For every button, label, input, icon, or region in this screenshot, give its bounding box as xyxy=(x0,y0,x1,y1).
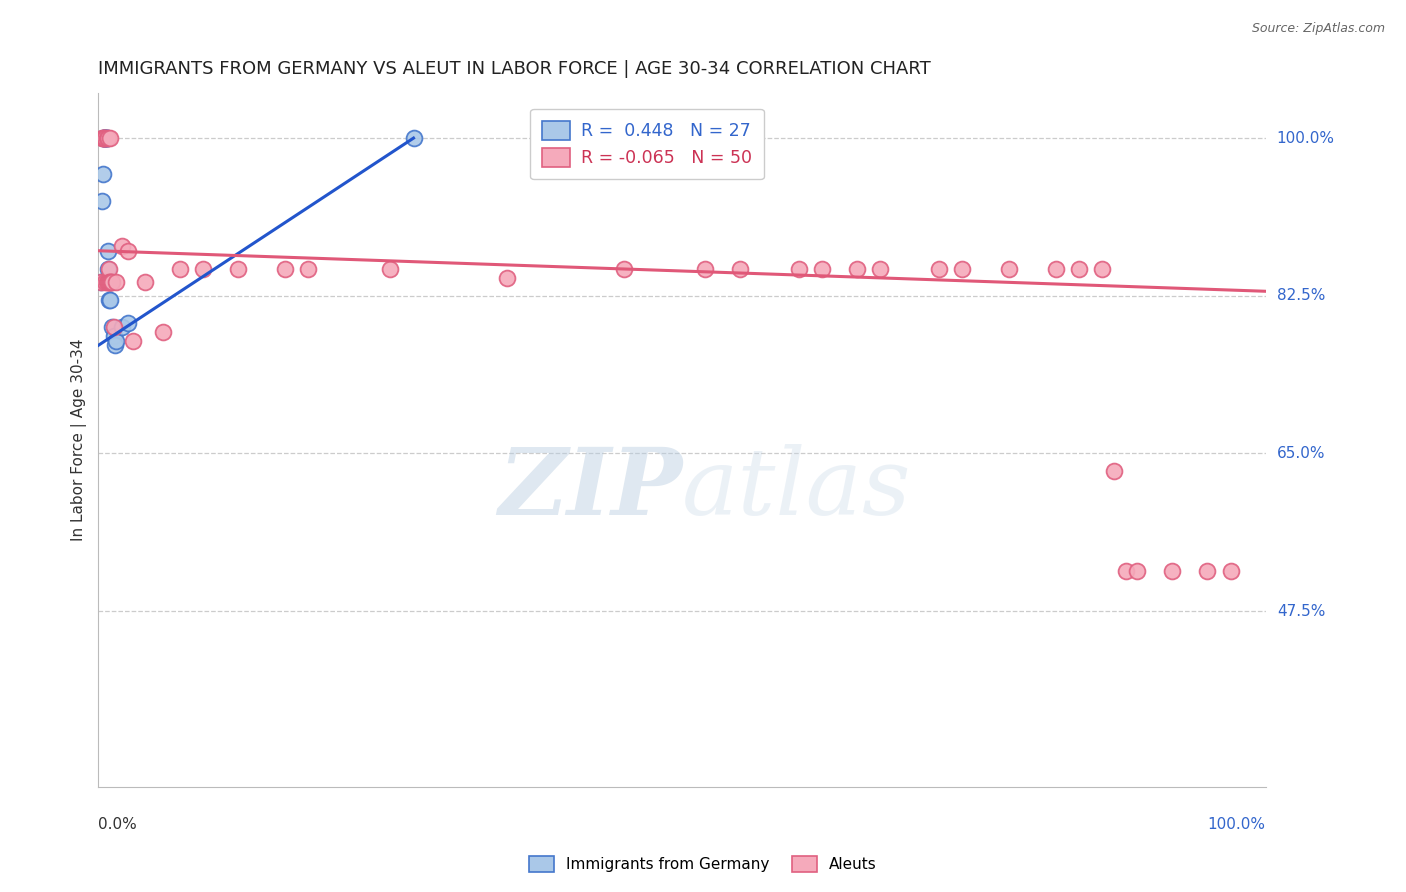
Point xyxy=(730,261,752,276)
Text: 100.0%: 100.0% xyxy=(1277,130,1334,145)
Point xyxy=(91,131,114,145)
Point xyxy=(1197,564,1219,578)
Text: ZIP: ZIP xyxy=(498,443,682,533)
Point xyxy=(91,131,114,145)
Point xyxy=(228,261,250,276)
Point xyxy=(96,131,118,145)
Text: 0.0%: 0.0% xyxy=(98,817,138,832)
Point xyxy=(496,270,519,285)
Point xyxy=(97,131,120,145)
Point xyxy=(98,293,121,308)
Point xyxy=(1102,465,1125,479)
Point xyxy=(94,131,117,145)
Point xyxy=(97,261,120,276)
Point xyxy=(928,261,950,276)
Point xyxy=(94,131,117,145)
Text: 82.5%: 82.5% xyxy=(1277,288,1324,303)
Point xyxy=(97,275,120,289)
Legend: Immigrants from Germany, Aleuts: Immigrants from Germany, Aleuts xyxy=(522,848,884,880)
Point xyxy=(193,261,215,276)
Point xyxy=(103,329,125,343)
Point xyxy=(91,167,114,181)
Point xyxy=(96,131,118,145)
Point xyxy=(1091,261,1114,276)
Point xyxy=(104,338,127,352)
Point xyxy=(1126,564,1149,578)
Point xyxy=(1219,564,1241,578)
Point xyxy=(104,275,127,289)
Point xyxy=(90,275,112,289)
Point xyxy=(274,261,297,276)
Point xyxy=(96,131,118,145)
Point xyxy=(90,131,112,145)
Point xyxy=(97,275,120,289)
Point xyxy=(117,244,139,258)
Point xyxy=(1045,261,1067,276)
Y-axis label: In Labor Force | Age 30-34: In Labor Force | Age 30-34 xyxy=(72,339,87,541)
Point xyxy=(695,261,717,276)
Point xyxy=(101,275,124,289)
Point xyxy=(97,244,120,258)
Point xyxy=(1067,261,1090,276)
Point xyxy=(90,194,112,209)
Point xyxy=(998,261,1021,276)
Point xyxy=(117,316,139,330)
Point xyxy=(402,131,425,145)
Text: IMMIGRANTS FROM GERMANY VS ALEUT IN LABOR FORCE | AGE 30-34 CORRELATION CHART: IMMIGRANTS FROM GERMANY VS ALEUT IN LABO… xyxy=(98,60,931,78)
Point xyxy=(111,239,134,253)
Text: Source: ZipAtlas.com: Source: ZipAtlas.com xyxy=(1251,22,1385,36)
Point xyxy=(613,261,636,276)
Point xyxy=(94,275,117,289)
Point xyxy=(93,131,115,145)
Point xyxy=(811,261,834,276)
Point xyxy=(1161,564,1184,578)
Point xyxy=(94,131,117,145)
Point xyxy=(787,261,810,276)
Point xyxy=(869,261,891,276)
Text: atlas: atlas xyxy=(682,443,911,533)
Point xyxy=(97,293,120,308)
Point xyxy=(98,275,121,289)
Legend: R =  0.448   N = 27, R = -0.065   N = 50: R = 0.448 N = 27, R = -0.065 N = 50 xyxy=(530,109,763,179)
Point xyxy=(169,261,191,276)
Point xyxy=(97,275,120,289)
Point xyxy=(93,131,115,145)
Point xyxy=(111,320,134,334)
Point xyxy=(134,275,156,289)
Point xyxy=(100,275,122,289)
Point xyxy=(950,261,973,276)
Point xyxy=(103,320,125,334)
Point xyxy=(94,131,117,145)
Point xyxy=(90,275,112,289)
Point xyxy=(380,261,402,276)
Point xyxy=(98,275,121,289)
Point xyxy=(104,334,127,348)
Point xyxy=(1115,564,1137,578)
Point xyxy=(100,275,122,289)
Point xyxy=(122,334,145,348)
Point xyxy=(93,131,115,145)
Point xyxy=(93,131,115,145)
Text: 65.0%: 65.0% xyxy=(1277,446,1326,461)
Point xyxy=(297,261,319,276)
Text: 47.5%: 47.5% xyxy=(1277,604,1324,619)
Point xyxy=(93,131,115,145)
Point xyxy=(96,275,118,289)
Point xyxy=(846,261,869,276)
Point xyxy=(101,320,124,334)
Text: 100.0%: 100.0% xyxy=(1208,817,1265,832)
Point xyxy=(98,131,121,145)
Point xyxy=(97,261,120,276)
Point xyxy=(96,131,118,145)
Point xyxy=(152,325,174,339)
